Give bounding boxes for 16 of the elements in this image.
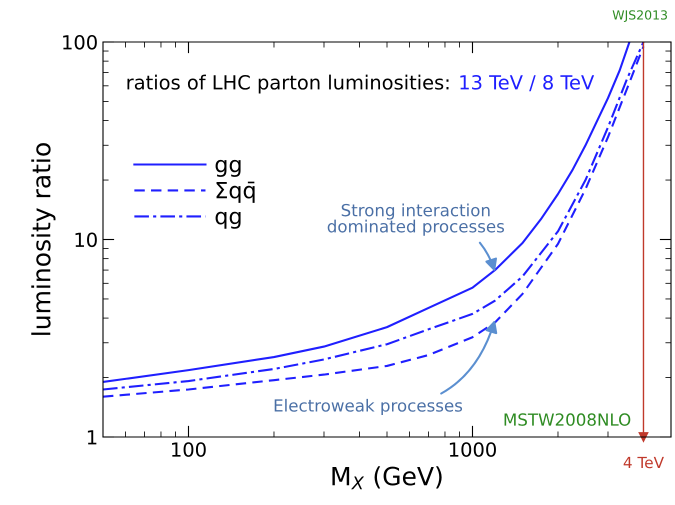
legend-label: gg [216, 160, 241, 177]
annotation: Electroweak processes [274, 398, 462, 415]
legend-label: qg [216, 212, 241, 229]
annotation: MSTW2008NLO [504, 413, 630, 426]
y-axis-title: luminosity ratio [31, 143, 56, 335]
x-axis-title: M$_{X}$ (GeV) [332, 466, 442, 490]
y-tick-label: 1 [88, 430, 96, 444]
text: ratios of LHC parton luminosities: [127, 74, 448, 94]
legend-label: Σqq̄ [216, 182, 255, 203]
text: 13 TeV / 8 TeV [460, 74, 594, 92]
annotation: Strong interaction dominated processes [328, 204, 504, 236]
y-tick-label: 100 [63, 34, 97, 50]
ref-line-label: 4 TeV [624, 456, 664, 468]
y-tick-label: 10 [76, 232, 97, 248]
text: WJS2013 [612, 10, 667, 22]
x-tick-label: 1000 [450, 442, 496, 457]
